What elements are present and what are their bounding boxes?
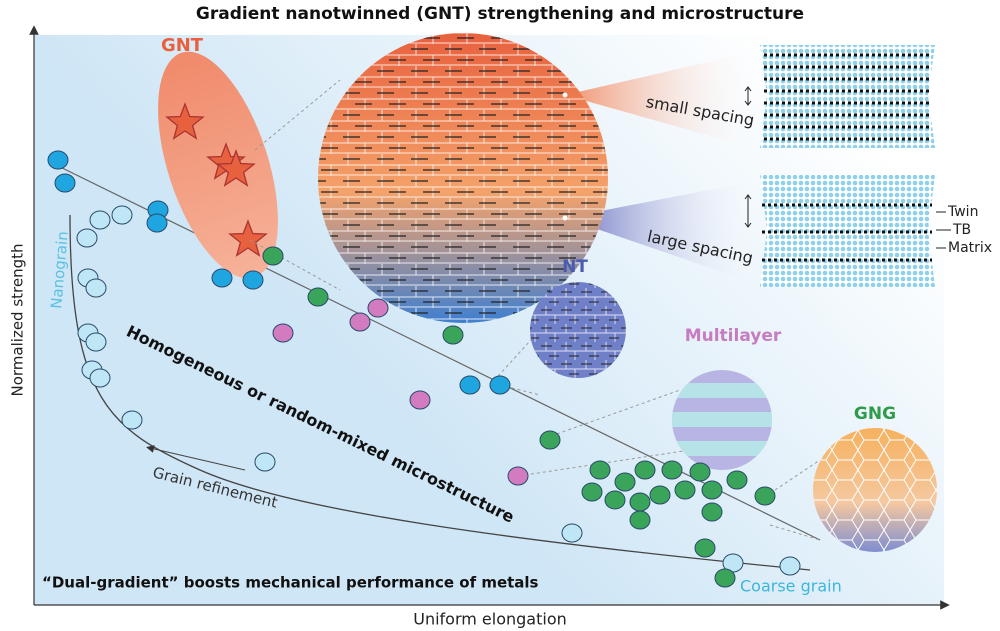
point	[701, 502, 723, 522]
point	[581, 482, 603, 502]
matrix-label: Matrix	[948, 240, 992, 256]
point	[121, 410, 143, 430]
cone-small	[565, 50, 760, 150]
gnt-label: GNT	[161, 35, 204, 56]
point	[442, 325, 464, 345]
point	[459, 375, 481, 395]
point	[614, 472, 636, 492]
point	[674, 480, 696, 500]
point	[262, 246, 284, 266]
point	[561, 523, 583, 543]
refinement-arrow	[146, 445, 246, 471]
point	[779, 556, 801, 576]
point	[409, 390, 431, 410]
multilayer-label: Multilayer	[685, 326, 782, 346]
point	[307, 287, 329, 307]
point	[146, 213, 168, 233]
point	[714, 568, 736, 588]
twin-label: Twin	[947, 204, 978, 220]
point	[367, 298, 389, 318]
point	[694, 538, 716, 558]
stars	[165, 102, 268, 257]
point	[211, 268, 233, 288]
gng-label: GNG	[854, 404, 896, 424]
star	[165, 102, 205, 140]
point	[539, 430, 561, 450]
star	[228, 219, 268, 257]
spacing-arrow	[744, 194, 752, 228]
point	[489, 375, 511, 395]
spot	[562, 92, 568, 98]
point	[726, 470, 748, 490]
point	[85, 332, 107, 352]
gnt-grains	[318, 33, 608, 323]
point	[701, 480, 723, 500]
coarse-grain-label: Coarse grain	[740, 577, 842, 596]
point	[589, 460, 611, 480]
star	[216, 149, 256, 187]
gng-grains	[813, 428, 937, 552]
point	[629, 492, 651, 512]
point	[254, 452, 276, 472]
nt-grains	[530, 282, 626, 378]
spot	[562, 215, 568, 221]
point	[629, 510, 651, 530]
cone-large	[565, 180, 760, 285]
tb-label: TB	[952, 222, 971, 238]
point	[89, 368, 111, 388]
point	[661, 460, 683, 480]
point	[54, 173, 76, 193]
spacing-arrow	[744, 86, 752, 106]
point	[634, 460, 656, 480]
point	[47, 150, 69, 170]
point	[89, 210, 111, 230]
points	[47, 150, 801, 588]
point	[242, 270, 264, 290]
point	[272, 323, 294, 343]
point	[754, 486, 776, 506]
point	[507, 466, 529, 486]
point	[85, 278, 107, 298]
twin-panel-small	[760, 45, 935, 148]
y-label: Normalized strength	[9, 243, 27, 396]
point	[76, 228, 98, 248]
point	[689, 462, 711, 482]
point	[649, 485, 671, 505]
point	[349, 312, 371, 332]
multilayer-microstructure	[672, 370, 772, 470]
x-label: Uniform elongation	[413, 610, 567, 629]
nt-label: NT	[562, 257, 588, 277]
twin-panel-large	[760, 175, 935, 287]
point	[604, 490, 626, 510]
caption: “Dual-gradient” boosts mechanical perfor…	[42, 574, 539, 592]
title: Gradient nanotwinned (GNT) strengthening…	[196, 4, 804, 24]
point	[111, 205, 133, 225]
